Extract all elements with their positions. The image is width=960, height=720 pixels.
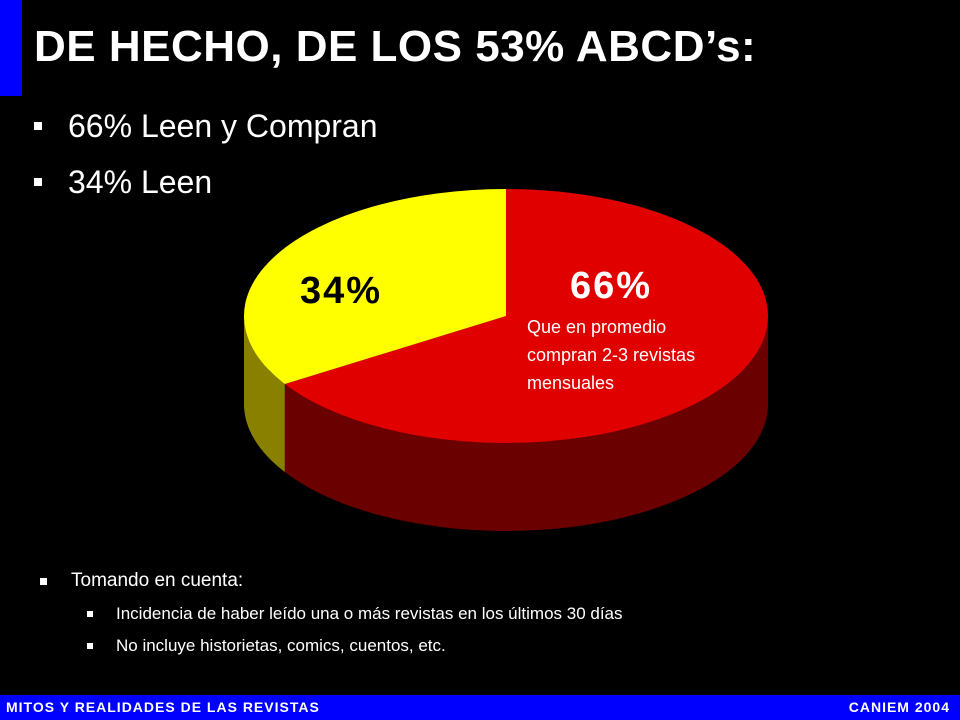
bullet-square-icon xyxy=(40,577,47,585)
notes-heading-item: Tomando en cuenta: xyxy=(40,564,623,598)
slide-title: DE HECHO, DE LOS 53% ABCD’s: xyxy=(34,22,757,71)
slice-label-66: 66% xyxy=(570,265,652,307)
bullet-square-icon xyxy=(87,611,93,617)
notes-heading: Tomando en cuenta: xyxy=(71,570,244,591)
note-item: No incluye historietas, comics, cuentos,… xyxy=(40,630,623,662)
bullet-item: 66% Leen y Compran xyxy=(34,98,378,154)
pie-slice-34 xyxy=(243,189,506,385)
note-item: Incidencia de haber leído una o más revi… xyxy=(40,598,623,630)
slice-annotation-line: Que en promedio xyxy=(527,317,666,337)
bullet-text: 34% Leen xyxy=(68,163,213,200)
slice-label-34: 34% xyxy=(300,270,382,312)
pie-slice-side xyxy=(243,316,285,473)
slice-annotation-line: mensuales xyxy=(527,373,614,393)
footer-bar: MITOS Y REALIDADES DE LAS REVISTAS CANIE… xyxy=(0,695,960,720)
note-text: No incluye historietas, comics, cuentos,… xyxy=(116,636,446,655)
bullet-item: 34% Leen xyxy=(34,154,378,210)
pie-slice-side xyxy=(284,316,769,531)
pie-slice-66 xyxy=(284,189,769,443)
footer-right-text: CANIEM 2004 xyxy=(848,699,950,715)
summary-bullets: 66% Leen y Compran 34% Leen xyxy=(34,98,378,210)
notes-list: Tomando en cuenta: Incidencia de haber l… xyxy=(40,564,623,662)
slice-annotation-line: compran 2-3 revistas xyxy=(527,345,695,365)
bullet-square-icon xyxy=(34,122,42,130)
bullet-square-icon xyxy=(87,643,93,649)
footer-left-text: MITOS Y REALIDADES DE LAS REVISTAS xyxy=(6,699,320,715)
bullet-text: 66% Leen y Compran xyxy=(68,107,378,144)
bullet-square-icon xyxy=(34,178,42,186)
note-text: Incidencia de haber leído una o más revi… xyxy=(116,604,623,623)
accent-bar xyxy=(0,0,22,96)
